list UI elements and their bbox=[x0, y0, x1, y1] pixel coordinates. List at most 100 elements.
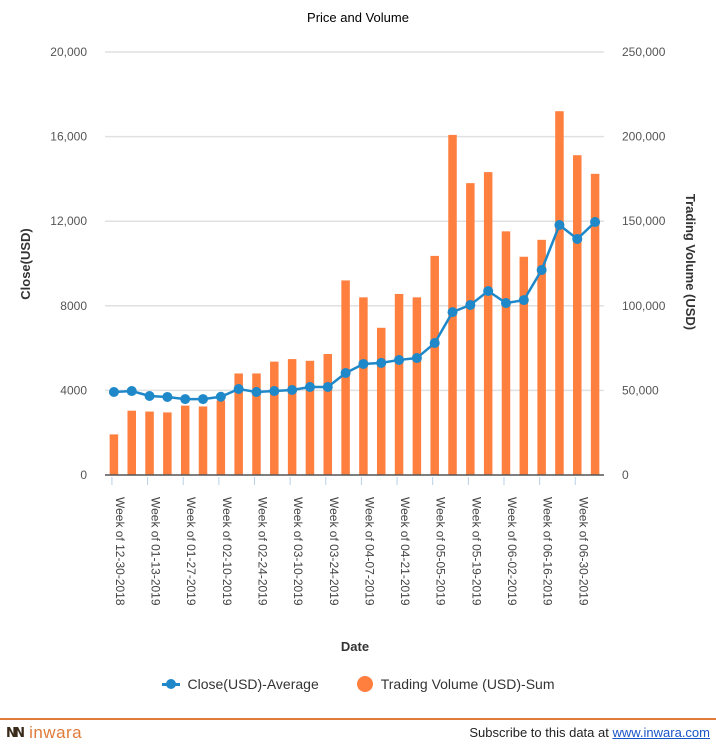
subscribe-label: Subscribe to this data at bbox=[469, 725, 613, 740]
close-point bbox=[322, 382, 333, 393]
volume-bar bbox=[590, 173, 600, 475]
volume-bar bbox=[216, 400, 226, 475]
close-point bbox=[411, 353, 422, 364]
close-point bbox=[287, 384, 298, 395]
volume-bar bbox=[394, 293, 404, 475]
x-tick-label: Week of 03-24-2019 bbox=[327, 497, 341, 606]
right-y-axis: 0 50,000 100,000 150,000 200,000 250,000 bbox=[622, 45, 666, 482]
x-tick-label: Week of 02-24-2019 bbox=[255, 497, 269, 606]
right-tick-label: 50,000 bbox=[622, 383, 659, 397]
circle-marker-icon bbox=[356, 676, 373, 692]
close-point bbox=[198, 394, 209, 405]
close-point bbox=[447, 307, 458, 318]
x-tick-label: Week of 06-16-2019 bbox=[541, 497, 555, 606]
close-point bbox=[429, 338, 440, 349]
volume-bar bbox=[305, 360, 315, 475]
x-axis-title: Date bbox=[341, 639, 369, 654]
footer: N N inwara Subscribe to this data at www… bbox=[0, 721, 716, 745]
volume-bar bbox=[466, 183, 475, 475]
x-axis: Week of 12-30-2018 Week of 01-13-2019 Week… bbox=[105, 474, 604, 606]
close-point bbox=[162, 391, 173, 402]
legend-label-close: Close(USD)-Average bbox=[187, 676, 319, 692]
right-axis-title: Trading Volume (USD) bbox=[683, 194, 698, 330]
right-tick-label: 250,000 bbox=[622, 45, 666, 59]
volume-bar bbox=[537, 239, 546, 475]
close-point bbox=[108, 386, 119, 397]
close-line bbox=[108, 217, 601, 405]
close-point bbox=[269, 386, 280, 397]
left-y-axis: 0 4000 8000 12,000 16,000 20,000 bbox=[50, 45, 87, 482]
close-point bbox=[340, 368, 351, 379]
close-point bbox=[180, 394, 191, 405]
close-point bbox=[376, 357, 387, 368]
left-tick-label: 12,000 bbox=[50, 214, 87, 228]
inwara-logo-icon: N N bbox=[6, 725, 25, 741]
right-tick-label: 0 bbox=[622, 468, 629, 482]
legend: Close(USD)-Average Trading Volume (USD)-… bbox=[0, 676, 716, 692]
close-point bbox=[518, 295, 529, 306]
close-point bbox=[394, 354, 405, 365]
close-line-path bbox=[113, 221, 596, 401]
x-tick-label: Week of 12-30-2018 bbox=[113, 497, 127, 606]
close-point bbox=[500, 298, 511, 309]
volume-bar bbox=[270, 361, 279, 475]
brand-logo: N N inwara bbox=[6, 723, 82, 743]
close-point bbox=[590, 217, 601, 228]
volume-bar bbox=[145, 411, 154, 475]
gridlines bbox=[105, 51, 604, 392]
brand-name: inwara bbox=[29, 723, 83, 742]
close-point bbox=[358, 358, 369, 369]
close-point bbox=[215, 391, 226, 402]
close-point bbox=[554, 220, 565, 231]
close-point bbox=[536, 265, 547, 276]
left-tick-label: 0 bbox=[80, 468, 87, 482]
volume-bar bbox=[287, 359, 297, 475]
volume-bars bbox=[109, 111, 600, 475]
x-tick-label: Week of 01-13-2019 bbox=[149, 497, 163, 606]
close-point bbox=[144, 391, 155, 402]
volume-bar bbox=[359, 297, 368, 475]
volume-bar bbox=[519, 256, 529, 475]
close-point bbox=[465, 299, 476, 310]
x-tick-label: Week of 01-27-2019 bbox=[184, 497, 198, 606]
close-point bbox=[572, 233, 583, 244]
volume-bar bbox=[448, 134, 457, 475]
legend-item-close[interactable]: Close(USD)-Average bbox=[161, 676, 319, 692]
close-point bbox=[126, 386, 137, 397]
price-volume-chart: Price and Volume 0 4000 8000 12,000 16,000 20… bbox=[18, 10, 698, 654]
legend-label-volume: Trading Volume (USD)-Sum bbox=[380, 676, 555, 692]
x-tick-label: Week of 03-10-2019 bbox=[291, 497, 305, 606]
volume-bar bbox=[252, 373, 261, 475]
x-tick-label: Week of 04-07-2019 bbox=[362, 497, 376, 606]
footer-divider bbox=[0, 718, 716, 720]
left-tick-label: 4000 bbox=[60, 383, 87, 397]
volume-bar bbox=[376, 327, 386, 475]
volume-bar bbox=[412, 297, 422, 475]
chart-title: Price and Volume bbox=[307, 10, 409, 25]
close-point bbox=[233, 384, 244, 395]
volume-bar bbox=[483, 172, 493, 475]
subscribe-link[interactable]: www.inwara.com bbox=[612, 725, 710, 740]
right-tick-label: 200,000 bbox=[622, 130, 666, 144]
left-tick-label: 20,000 bbox=[50, 45, 87, 59]
right-tick-label: 150,000 bbox=[622, 214, 666, 228]
volume-bar bbox=[501, 231, 511, 475]
volume-bar bbox=[323, 354, 333, 475]
x-tick-label: Week of 02-10-2019 bbox=[220, 497, 234, 606]
close-point bbox=[251, 386, 262, 397]
line-marker-icon bbox=[161, 679, 180, 689]
volume-bar bbox=[430, 255, 439, 475]
x-tick-label: Week of 06-02-2019 bbox=[505, 497, 519, 606]
volume-bar bbox=[234, 373, 243, 475]
x-tick-label: Week of 04-21-2019 bbox=[398, 497, 412, 606]
x-tick-label: Week of 06-30-2019 bbox=[576, 497, 590, 606]
volume-bar bbox=[163, 412, 172, 475]
x-tick-label: Week of 05-05-2019 bbox=[434, 497, 448, 606]
subscribe-text: Subscribe to this data at www.inwara.com bbox=[469, 725, 710, 740]
left-tick-label: 8000 bbox=[60, 299, 87, 313]
close-point bbox=[483, 285, 494, 296]
volume-bar bbox=[109, 434, 119, 475]
right-tick-label: 100,000 bbox=[622, 299, 666, 313]
legend-item-volume[interactable]: Trading Volume (USD)-Sum bbox=[356, 676, 555, 692]
x-tick-label: Week of 05-19-2019 bbox=[469, 497, 483, 606]
